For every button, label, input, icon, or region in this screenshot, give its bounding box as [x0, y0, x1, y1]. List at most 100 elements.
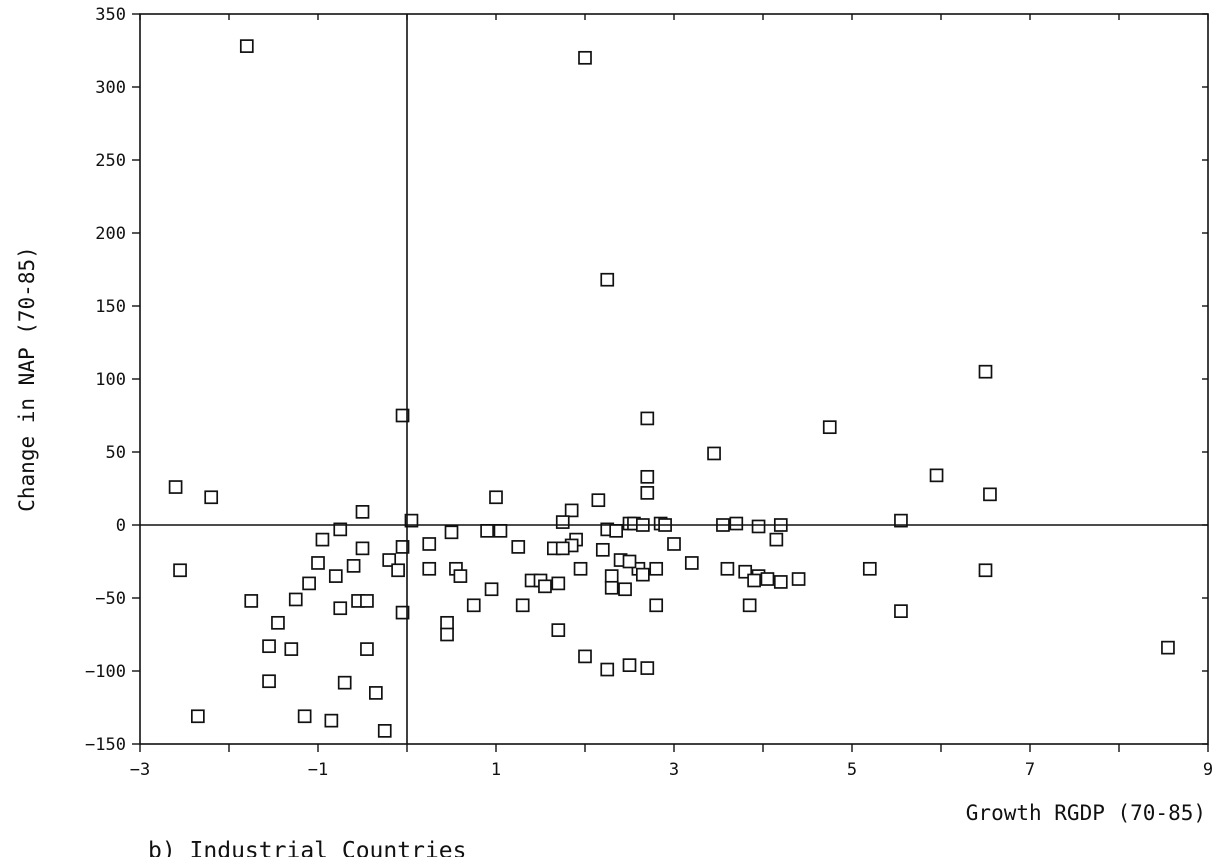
x-tick-label: 5 — [847, 760, 857, 780]
plot-frame — [139, 13, 1209, 745]
data-point — [360, 642, 374, 656]
data-point — [422, 561, 437, 576]
data-point — [573, 561, 588, 576]
data-point — [484, 582, 499, 597]
data-point — [747, 573, 761, 588]
data-point — [369, 686, 383, 700]
data-point — [894, 604, 908, 618]
data-point — [773, 575, 788, 589]
data-point — [640, 486, 655, 500]
data-point — [315, 532, 330, 547]
data-point — [600, 272, 615, 287]
data-point — [355, 505, 370, 519]
data-point — [444, 525, 459, 540]
data-point — [862, 561, 877, 576]
y-tick-label: 300 — [95, 78, 126, 98]
data-point — [591, 493, 606, 508]
data-point — [822, 420, 837, 435]
data-point — [360, 594, 374, 608]
data-point — [337, 675, 352, 690]
y-tick-label: −150 — [85, 735, 126, 755]
data-point — [395, 408, 410, 423]
x-tick-label: 1 — [491, 760, 501, 780]
x-axis-title: Growth RGDP (70-85) — [966, 801, 1206, 825]
data-point — [618, 582, 632, 597]
x-tick-label: −3 — [130, 760, 150, 780]
data-point — [346, 559, 361, 573]
data-point — [600, 662, 615, 677]
data-point — [751, 519, 766, 534]
data-point — [493, 523, 508, 538]
data-point — [929, 468, 944, 483]
x-tick-label: 7 — [1025, 760, 1035, 780]
data-point — [978, 563, 993, 578]
data-point — [604, 569, 619, 583]
data-point — [284, 642, 299, 656]
data-points — [168, 39, 1175, 738]
data-point — [511, 540, 526, 554]
data-point — [453, 569, 468, 583]
data-point — [609, 523, 624, 538]
data-point — [578, 649, 592, 664]
data-point — [538, 579, 552, 594]
data-point — [667, 537, 681, 551]
data-point — [742, 598, 757, 613]
data-point — [328, 569, 343, 583]
data-point — [262, 674, 276, 689]
data-point — [440, 615, 454, 630]
data-point — [404, 513, 419, 528]
data-point — [622, 658, 637, 673]
data-point — [555, 515, 570, 529]
data-point — [333, 601, 348, 616]
data-point — [564, 503, 579, 518]
data-point — [466, 598, 481, 613]
data-point — [729, 516, 744, 531]
data-point — [391, 563, 405, 578]
data-point — [191, 709, 205, 724]
data-point — [262, 639, 276, 654]
data-point — [239, 39, 254, 53]
data-point — [302, 576, 316, 591]
x-tick-label: 9 — [1203, 760, 1213, 780]
data-point — [622, 554, 637, 569]
data-point — [395, 540, 410, 554]
data-point — [595, 542, 610, 557]
data-point — [707, 446, 721, 461]
data-point — [288, 592, 303, 607]
data-point — [640, 411, 655, 426]
data-point — [271, 615, 285, 630]
data-point — [382, 553, 397, 567]
y-tick-label: 250 — [95, 151, 126, 171]
data-point — [422, 537, 437, 551]
axis-ticks — [132, 13, 1209, 752]
x-tick-labels: −3 −1 1 3 5 7 9 — [130, 760, 1213, 780]
data-point — [480, 523, 494, 538]
data-point — [640, 469, 655, 484]
data-point — [791, 572, 806, 586]
data-point — [555, 541, 570, 556]
data-point — [1161, 640, 1175, 655]
data-point — [894, 513, 908, 528]
data-point — [760, 572, 775, 586]
data-point — [440, 627, 454, 642]
data-point — [489, 490, 503, 505]
data-point — [324, 713, 339, 728]
data-point — [297, 709, 312, 724]
data-point — [649, 598, 664, 613]
data-point — [684, 556, 699, 570]
y-tick-label: −100 — [85, 662, 126, 682]
y-tick-labels: −150 −100 −50 0 50 100 150 200 250 300 350 — [85, 5, 126, 755]
data-point — [769, 532, 784, 547]
data-point — [377, 724, 392, 738]
data-point — [578, 50, 592, 65]
data-point — [395, 605, 410, 620]
data-point — [333, 522, 348, 537]
y-tick-label: −50 — [95, 589, 126, 609]
data-point — [983, 487, 997, 502]
data-point — [311, 556, 325, 570]
data-point — [204, 490, 219, 505]
x-tick-label: 3 — [669, 760, 679, 780]
data-point — [551, 576, 566, 591]
data-point — [635, 567, 650, 582]
